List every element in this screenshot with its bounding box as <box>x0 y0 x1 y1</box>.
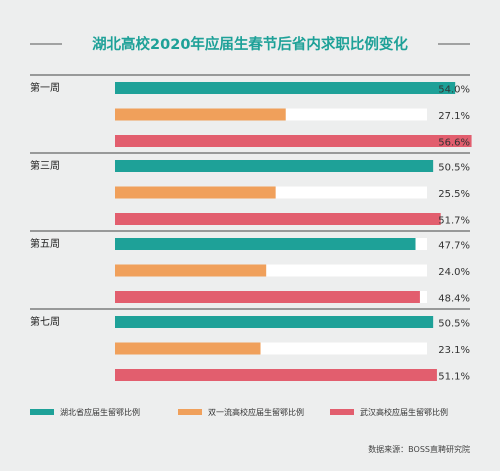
bar <box>115 264 267 277</box>
legend-label: 湖北省应届生留鄂比例 <box>60 407 140 417</box>
bar <box>115 108 286 121</box>
data-label: 50.5% <box>438 163 470 174</box>
data-label: 56.6% <box>438 138 470 149</box>
bar <box>115 186 276 199</box>
legend-swatch <box>330 409 354 415</box>
chart-title: 湖北高校2020年应届生春节后省内求职比例变化 <box>92 35 408 53</box>
data-label: 51.1% <box>438 372 470 383</box>
source-note: 数据来源：BOSS直聘研究院 <box>368 444 470 454</box>
bar <box>115 316 434 328</box>
legend-label: 武汉高校应届生留鄂比例 <box>360 407 448 417</box>
data-label: 23.1% <box>438 345 470 356</box>
category-label: 第一周 <box>30 81 60 94</box>
bar <box>115 135 472 147</box>
bar <box>115 160 434 172</box>
legend-swatch <box>30 409 54 415</box>
data-label: 24.0% <box>438 267 470 278</box>
bar <box>115 238 416 250</box>
data-label: 51.7% <box>438 216 470 227</box>
category-label: 第三周 <box>30 159 60 172</box>
bar <box>115 369 437 381</box>
category-label: 第五周 <box>30 237 60 250</box>
data-label: 48.4% <box>438 294 470 305</box>
legend-swatch <box>178 409 202 415</box>
data-label: 50.5% <box>438 319 470 330</box>
data-label: 25.5% <box>438 189 470 200</box>
data-label: 54.0% <box>438 85 470 96</box>
legend-label: 双一流高校应届生留鄂比例 <box>208 407 304 417</box>
data-label: 27.1% <box>438 111 470 122</box>
bar <box>115 82 456 94</box>
bar <box>115 291 420 303</box>
bar <box>115 342 261 355</box>
category-label: 第七周 <box>30 315 60 328</box>
legend: 湖北省应届生留鄂比例 双一流高校应届生留鄂比例 武汉高校应届生留鄂比例 <box>30 407 448 417</box>
bar <box>115 213 441 225</box>
data-label: 47.7% <box>438 241 470 252</box>
bars-layer: 第一周 54.0% 27.1% 56.6% 第三周 50.5% 25.5% 51.7% 第五周 4… <box>30 74 472 383</box>
